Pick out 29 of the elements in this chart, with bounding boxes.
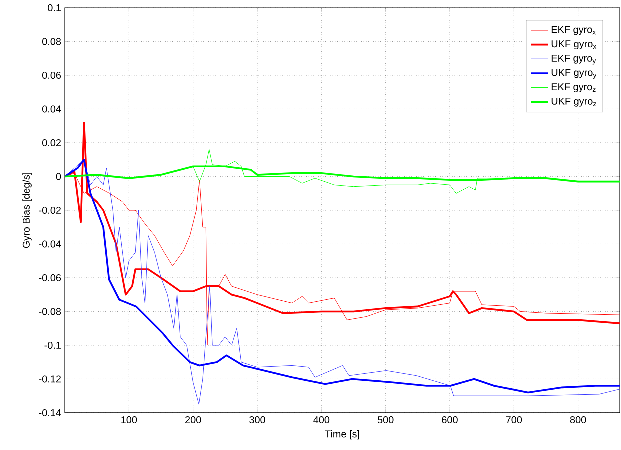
x-tick-label: 800 — [570, 416, 586, 424]
y-tick-label: -0.06 — [39, 274, 62, 282]
y-tick-label: -0.08 — [39, 308, 62, 316]
y-tick-label: 0.1 — [48, 4, 62, 12]
y-tick-label: -0.14 — [39, 409, 62, 417]
y-tick-label: -0.02 — [39, 206, 61, 214]
y-tick-label: -0.1 — [44, 342, 62, 350]
x-tick-label: 400 — [314, 416, 330, 424]
x-tick-label: 500 — [378, 416, 394, 424]
x-axis-title: Time [s] — [325, 430, 360, 440]
legend-label: UKF gyro$_{z}$ — [552, 98, 596, 107]
y-tick-label: 0.02 — [42, 139, 61, 147]
legend-label: UKF gyro$_{x}$ — [552, 40, 597, 50]
y-tick-label: -0.04 — [39, 240, 62, 248]
y-tick-label: 0.08 — [42, 38, 62, 46]
legend-label: EKF gyro$_{z}$ — [552, 84, 596, 93]
y-tick-label: -0.12 — [39, 376, 61, 383]
y-axis-title: Gyro Bias [deg/s] — [22, 173, 32, 248]
x-tick-label: 600 — [442, 416, 458, 424]
x-tick-label: 300 — [250, 416, 266, 424]
legend-label: EKF gyro$_{x}$ — [552, 26, 596, 36]
y-tick-label: 0.06 — [42, 72, 62, 80]
legend-label: UKF gyro$_{y}$ — [552, 69, 597, 80]
legend-label: EKF gyro$_{y}$ — [552, 54, 596, 65]
x-tick-label: 200 — [186, 416, 202, 424]
x-tick-label: 700 — [506, 416, 522, 424]
y-tick-label: 0 — [56, 173, 62, 180]
x-tick-label: 100 — [122, 416, 138, 424]
y-tick-label: 0.04 — [42, 106, 62, 113]
